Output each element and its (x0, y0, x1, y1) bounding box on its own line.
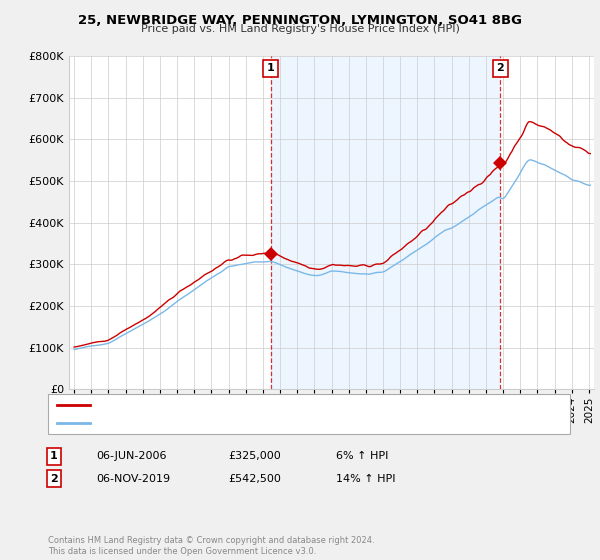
Text: 06-NOV-2019: 06-NOV-2019 (96, 474, 170, 484)
Text: 2: 2 (50, 474, 58, 484)
Bar (271, 56, 500, 389)
Text: Contains HM Land Registry data © Crown copyright and database right 2024.
This d: Contains HM Land Registry data © Crown c… (48, 536, 374, 556)
Text: 6% ↑ HPI: 6% ↑ HPI (336, 451, 388, 461)
Text: 25, NEWBRIDGE WAY, PENNINGTON, LYMINGTON, SO41 8BG: 25, NEWBRIDGE WAY, PENNINGTON, LYMINGTON… (78, 14, 522, 27)
Text: HPI: Average price, detached house, New Forest: HPI: Average price, detached house, New … (96, 418, 347, 428)
Text: 1: 1 (50, 451, 58, 461)
Text: 2: 2 (496, 63, 504, 73)
Text: £542,500: £542,500 (228, 474, 281, 484)
Text: 14% ↑ HPI: 14% ↑ HPI (336, 474, 395, 484)
Text: Price paid vs. HM Land Registry's House Price Index (HPI): Price paid vs. HM Land Registry's House … (140, 24, 460, 34)
Text: 1: 1 (267, 63, 274, 73)
Text: 06-JUN-2006: 06-JUN-2006 (96, 451, 167, 461)
Text: 25, NEWBRIDGE WAY, PENNINGTON, LYMINGTON, SO41 8BG (detached house): 25, NEWBRIDGE WAY, PENNINGTON, LYMINGTON… (96, 400, 503, 410)
Text: £325,000: £325,000 (228, 451, 281, 461)
